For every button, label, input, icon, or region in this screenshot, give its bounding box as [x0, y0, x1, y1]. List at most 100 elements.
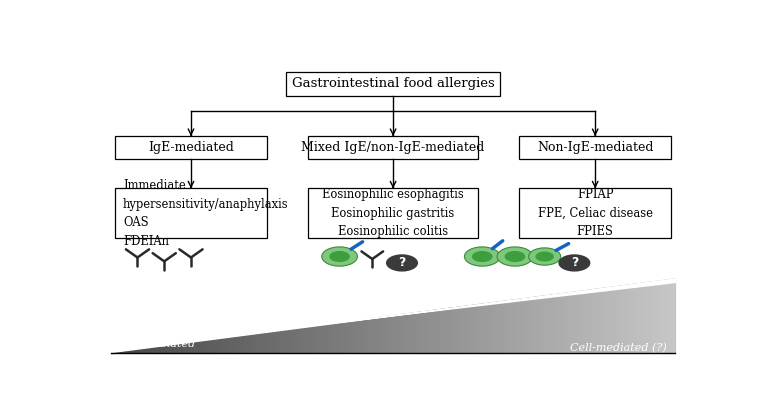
Polygon shape: [293, 329, 295, 353]
Polygon shape: [290, 329, 291, 353]
Polygon shape: [627, 285, 628, 353]
Polygon shape: [228, 337, 229, 353]
Polygon shape: [593, 290, 594, 353]
Polygon shape: [148, 347, 150, 353]
Polygon shape: [606, 288, 607, 353]
Polygon shape: [344, 322, 346, 353]
Polygon shape: [163, 346, 166, 353]
Polygon shape: [448, 308, 449, 353]
Text: Gastrointestinal food allergies: Gastrointestinal food allergies: [291, 77, 495, 90]
Polygon shape: [308, 327, 311, 353]
Polygon shape: [120, 351, 122, 353]
Polygon shape: [634, 284, 636, 353]
Polygon shape: [210, 339, 212, 353]
Polygon shape: [644, 283, 645, 353]
Text: Mixed IgE/non-IgE-mediated: Mixed IgE/non-IgE-mediated: [301, 141, 485, 154]
Polygon shape: [387, 316, 390, 353]
Polygon shape: [594, 289, 597, 353]
Polygon shape: [241, 335, 242, 353]
Polygon shape: [252, 334, 254, 353]
Polygon shape: [500, 302, 502, 353]
Polygon shape: [295, 328, 297, 353]
Polygon shape: [587, 290, 589, 353]
Polygon shape: [407, 314, 408, 353]
Polygon shape: [382, 317, 384, 353]
Polygon shape: [433, 310, 434, 353]
Polygon shape: [303, 327, 304, 353]
Polygon shape: [572, 292, 574, 353]
Circle shape: [465, 247, 500, 266]
Polygon shape: [662, 280, 664, 353]
Polygon shape: [222, 338, 224, 353]
Polygon shape: [201, 341, 203, 353]
Polygon shape: [576, 292, 578, 353]
Polygon shape: [568, 293, 570, 353]
Polygon shape: [118, 352, 120, 353]
Polygon shape: [673, 279, 676, 353]
Polygon shape: [444, 309, 446, 353]
Polygon shape: [288, 329, 290, 353]
Polygon shape: [139, 349, 141, 353]
Polygon shape: [113, 352, 114, 353]
Polygon shape: [286, 329, 288, 353]
Polygon shape: [311, 326, 312, 353]
Polygon shape: [373, 318, 374, 353]
Polygon shape: [205, 340, 207, 353]
Polygon shape: [150, 347, 152, 353]
Polygon shape: [365, 319, 367, 353]
Polygon shape: [218, 338, 220, 353]
Polygon shape: [233, 337, 235, 353]
FancyBboxPatch shape: [308, 188, 478, 238]
Polygon shape: [393, 316, 395, 353]
Polygon shape: [384, 317, 386, 353]
Polygon shape: [354, 321, 355, 353]
Polygon shape: [495, 302, 496, 353]
Polygon shape: [352, 321, 354, 353]
Polygon shape: [114, 352, 117, 353]
Polygon shape: [487, 303, 489, 353]
Polygon shape: [421, 312, 423, 353]
Polygon shape: [483, 304, 486, 353]
Polygon shape: [143, 348, 145, 353]
Polygon shape: [249, 334, 250, 353]
Polygon shape: [508, 300, 510, 353]
Polygon shape: [239, 336, 241, 353]
Polygon shape: [470, 305, 472, 353]
Polygon shape: [122, 351, 124, 353]
Text: IgE-mediated: IgE-mediated: [120, 339, 196, 349]
Polygon shape: [328, 324, 329, 353]
Polygon shape: [342, 322, 344, 353]
Polygon shape: [272, 331, 275, 353]
Polygon shape: [455, 307, 457, 353]
Polygon shape: [262, 333, 263, 353]
Polygon shape: [427, 311, 429, 353]
Polygon shape: [297, 328, 299, 353]
Polygon shape: [466, 306, 469, 353]
Polygon shape: [275, 331, 276, 353]
Polygon shape: [331, 324, 333, 353]
FancyBboxPatch shape: [286, 72, 500, 96]
Polygon shape: [370, 319, 373, 353]
Polygon shape: [638, 284, 640, 353]
Circle shape: [472, 251, 492, 262]
Polygon shape: [517, 300, 519, 353]
Polygon shape: [329, 324, 331, 353]
Polygon shape: [265, 332, 267, 353]
Polygon shape: [399, 315, 400, 353]
Polygon shape: [408, 314, 410, 353]
Polygon shape: [528, 298, 531, 353]
Polygon shape: [621, 286, 623, 353]
Polygon shape: [137, 349, 139, 353]
Polygon shape: [146, 348, 148, 353]
Polygon shape: [617, 286, 619, 353]
Polygon shape: [179, 344, 180, 353]
Polygon shape: [636, 284, 638, 353]
Polygon shape: [472, 305, 474, 353]
Polygon shape: [318, 325, 320, 353]
Polygon shape: [363, 319, 365, 353]
Circle shape: [558, 254, 591, 272]
Polygon shape: [535, 297, 536, 353]
Polygon shape: [124, 351, 126, 353]
Polygon shape: [544, 296, 545, 353]
Text: ?: ?: [398, 256, 406, 269]
